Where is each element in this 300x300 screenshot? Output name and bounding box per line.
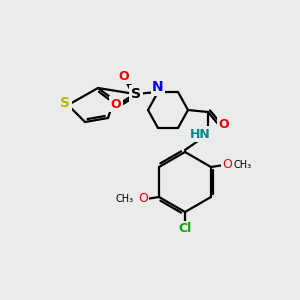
Text: HN: HN: [190, 128, 210, 140]
Text: O: O: [222, 158, 232, 172]
Text: O: O: [119, 70, 129, 83]
Text: CH₃: CH₃: [234, 160, 252, 170]
Text: O: O: [111, 98, 121, 110]
Text: S: S: [131, 87, 141, 101]
Text: O: O: [138, 193, 148, 206]
Text: S: S: [60, 96, 70, 110]
Text: N: N: [152, 80, 164, 94]
Text: Cl: Cl: [178, 223, 192, 236]
Text: CH₃: CH₃: [116, 194, 134, 204]
Text: O: O: [219, 118, 229, 130]
